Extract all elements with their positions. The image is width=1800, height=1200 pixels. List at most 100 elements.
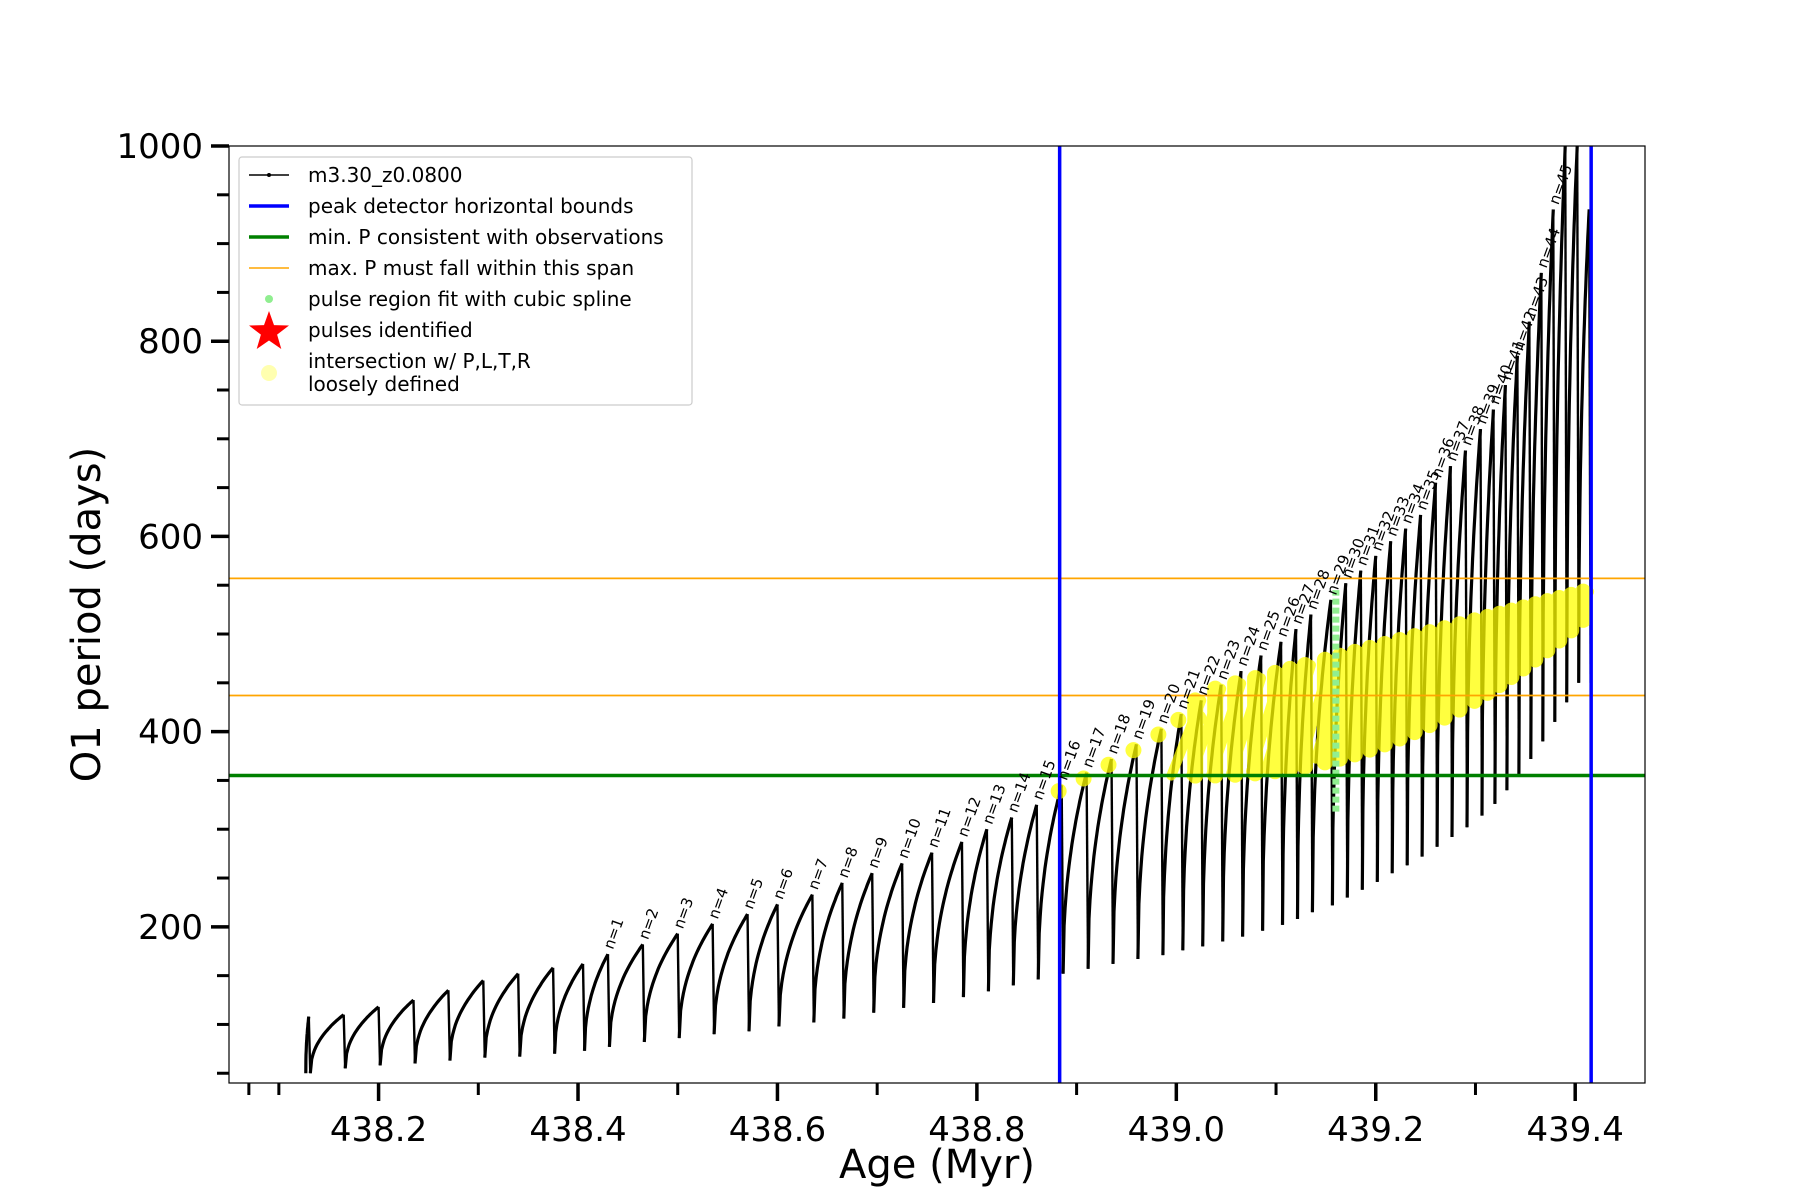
intersection-marker	[1400, 627, 1441, 731]
series-pulse-segment	[607, 943, 645, 1047]
series-pulse-segment	[1505, 355, 1519, 791]
x-tick-label: 439.0	[1128, 1110, 1225, 1150]
intersection-marker	[1445, 615, 1486, 706]
series-pulse-segment	[812, 882, 844, 1023]
intersection-marker	[1355, 638, 1396, 750]
y-tick-label: 400	[138, 713, 203, 753]
y-tick-label: 200	[138, 908, 203, 948]
legend-marker	[265, 295, 273, 303]
intersection-marker	[1385, 631, 1426, 738]
pulse-label: n=10	[894, 816, 925, 861]
series-pulse-segment	[712, 913, 749, 1035]
legend-label: min. P consistent with observations	[308, 225, 664, 249]
series-pulse-segment	[1111, 743, 1138, 964]
series-pulse-segment	[1061, 772, 1089, 974]
y-tick-label: 600	[138, 517, 203, 557]
plot-frame	[228, 145, 1646, 1084]
intersection-marker	[1554, 586, 1595, 625]
legend-marker	[267, 173, 271, 177]
intersection-marker	[1246, 667, 1287, 777]
x-axis-label: Age (Myr)	[839, 1142, 1035, 1188]
series-pulse-segment	[1011, 804, 1039, 986]
intersection-marker	[1506, 599, 1547, 665]
series-pulse-segment	[378, 998, 415, 1066]
intersection-marker	[1482, 605, 1523, 682]
intersection-marker	[1370, 635, 1411, 744]
series-pulse-segment	[1529, 272, 1543, 760]
legend-label: max. P must fall within this span	[308, 256, 634, 280]
pulse-label: n=5	[739, 876, 767, 912]
intersection-marker	[1226, 673, 1267, 779]
plot-area: n=1 n=2 n=3 n=4 n=5 n=6 n=7 n=8 n=9 n=10n=11n=12n…	[229, 146, 1645, 1083]
series-pulse-segment	[1036, 784, 1064, 980]
intersection-marker	[1458, 611, 1499, 698]
intersection-marker	[1100, 756, 1117, 773]
series-pulse-segment	[677, 923, 714, 1039]
pulse-label: n=3	[670, 895, 698, 931]
intersection-marker	[1150, 726, 1167, 743]
intersection-band-group	[1050, 583, 1595, 800]
x-tick-label: 439.2	[1327, 1110, 1424, 1150]
intersection-marker	[1518, 596, 1559, 656]
series-pulse-segment	[1517, 321, 1531, 776]
legend-label: loosely defined	[308, 372, 460, 396]
series-pulse-segment	[582, 953, 610, 1051]
legend-label: m3.30_z0.0800	[308, 163, 463, 187]
intersection-marker	[1494, 602, 1535, 674]
y-axis-label: O1 period (days)	[64, 447, 110, 782]
intersection-marker	[1170, 711, 1187, 728]
intersection-marker	[1206, 678, 1247, 780]
series-pulse-segment	[343, 1005, 380, 1069]
legend-label: pulses identified	[308, 318, 473, 342]
pulse-label: n=45	[1545, 162, 1576, 207]
series-pulse-segment	[553, 962, 585, 1054]
intersection-marker	[1075, 770, 1092, 787]
intersection-marker	[1340, 642, 1381, 755]
series-pulse-segment	[986, 817, 1014, 992]
series-pulse-segment	[1086, 758, 1114, 969]
intersection-marker	[1470, 608, 1511, 691]
intersection-marker	[1261, 663, 1301, 775]
x-tick-label: 438.8	[928, 1110, 1025, 1150]
pulse-label: n=8	[834, 844, 862, 880]
legend-box	[238, 156, 693, 406]
axes: 200 400 600 800 1000 438.2 438.4 438.6 438.8 439.…	[116, 127, 1646, 1150]
series-pulse-segment	[961, 828, 989, 998]
legend-label: peak detector horizontal bounds	[308, 194, 634, 218]
x-tick-label: 438.6	[729, 1110, 826, 1150]
intersection-marker	[1125, 742, 1142, 759]
series-pulse-segment	[1493, 385, 1507, 804]
intersection-marker	[1295, 654, 1336, 768]
pulse-label: n=1	[600, 916, 628, 952]
series-pulse-segment	[872, 862, 904, 1013]
series-pulse-segment	[483, 972, 520, 1058]
series-pulse-segment	[777, 893, 814, 1027]
pulse-label: n=43	[1521, 274, 1552, 319]
intersection-marker	[1186, 683, 1227, 781]
series-pulse-segment	[902, 852, 934, 1008]
intersection-marker	[1190, 709, 1207, 726]
legend-marker	[249, 311, 289, 349]
series-pulse-segment	[1577, 209, 1591, 683]
pulse-label: n=6	[769, 866, 797, 902]
legend-marker	[261, 365, 277, 381]
series-pulse-segment	[1541, 209, 1555, 742]
plot-content: n=1 n=2 n=3 n=4 n=5 n=6 n=7 n=8 n=9 n=10n=11n=12n…	[229, 146, 1645, 1083]
x-tick-label: 438.2	[330, 1110, 427, 1150]
intersection-marker	[1310, 650, 1351, 764]
series-pulse-segment	[1565, 146, 1579, 703]
pulse-label: n=4	[704, 885, 732, 921]
y-tick-label: 1000	[116, 127, 203, 167]
series-pulse-segment	[1136, 728, 1163, 960]
pulse-label: n=7	[804, 856, 832, 892]
series-pulse-segment	[1553, 146, 1567, 722]
legend-label: intersection w/ P,L,T,R	[308, 349, 531, 373]
series-pulse-segment	[642, 932, 680, 1043]
series-pulse-segment	[747, 903, 779, 1032]
series-pulse-segment	[931, 841, 964, 1004]
series-pulse-segment	[518, 966, 555, 1057]
intersection-marker	[1415, 623, 1456, 723]
series-pulse-segment	[842, 872, 874, 1019]
